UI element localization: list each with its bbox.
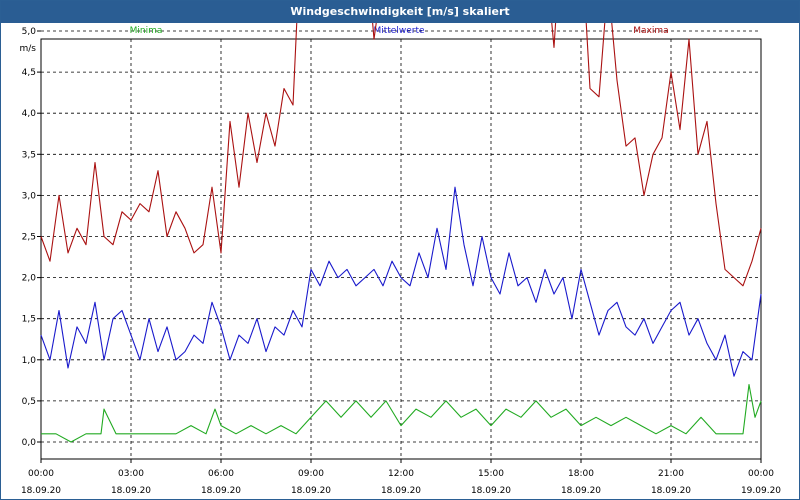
- y-tick-label: 4,5: [22, 68, 36, 78]
- x-tick-time: 12:00: [388, 469, 414, 479]
- y-tick-label: 4,0: [22, 109, 37, 119]
- y-tick-label: 0,0: [22, 438, 37, 448]
- y-tick-label: 1,0: [22, 356, 37, 366]
- y-axis-label: m/s: [20, 44, 37, 54]
- x-tick-date: 18.09.20: [471, 486, 511, 496]
- y-tick-label: 2,0: [22, 274, 37, 284]
- legend-mittelwerte: Mittelwerte: [373, 26, 424, 36]
- x-tick-date: 18.09.20: [651, 486, 691, 496]
- y-tick-label: 2,5: [22, 233, 36, 243]
- x-tick-time: 15:00: [478, 469, 504, 479]
- x-tick-time: 06:00: [208, 469, 234, 479]
- x-tick-time: 18:00: [568, 469, 594, 479]
- wind-speed-chart: 9,08,58,07,57,06,56,05,55,04,54,03,53,02…: [20, 23, 781, 496]
- y-tick-label: 5,0: [22, 27, 37, 37]
- y-tick-label: 3,0: [22, 191, 37, 201]
- series-line-maxima: [40, 23, 762, 287]
- x-tick-date: 18.09.20: [201, 486, 241, 496]
- y-tick-label: 0,5: [22, 397, 36, 407]
- series-line-minima: [41, 383, 762, 443]
- x-tick-date: 18.09.20: [111, 486, 151, 496]
- x-tick-time: 03:00: [118, 469, 144, 479]
- window-title: Windgeschwindigkeit [m/s] skaliert: [1, 1, 799, 23]
- x-tick-date: 18.09.20: [291, 486, 331, 496]
- x-tick-date: 18.09.20: [561, 486, 601, 496]
- x-tick-date: 19.09.20: [741, 486, 781, 496]
- y-tick-label: 1,5: [22, 315, 36, 325]
- y-tick-label: 3,5: [22, 150, 36, 160]
- series-line-mittelwerte: [40, 186, 762, 377]
- x-tick-time: 00:00: [748, 469, 774, 479]
- x-tick-date: 18.09.20: [21, 486, 61, 496]
- legend-minima: Minima: [130, 26, 163, 36]
- x-tick-time: 21:00: [658, 469, 684, 479]
- x-tick-date: 18.09.20: [381, 486, 421, 496]
- x-tick-time: 00:00: [28, 469, 54, 479]
- x-tick-time: 09:00: [298, 469, 324, 479]
- legend-maxima: Maxima: [633, 26, 668, 36]
